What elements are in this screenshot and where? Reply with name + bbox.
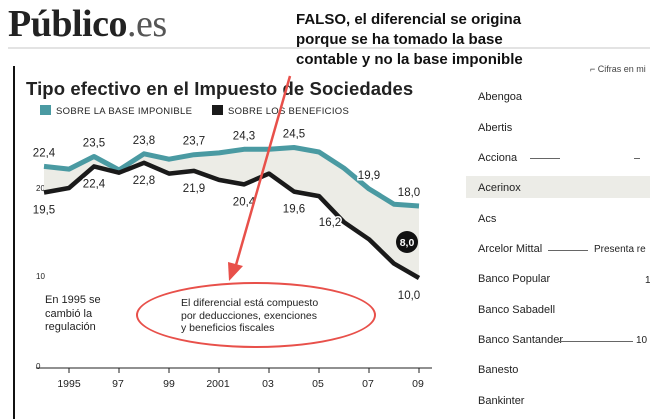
teal-data-label-5: 24,5 [283, 129, 305, 141]
series-line-taxable-base [43, 145, 420, 209]
popular-value: 1 [645, 275, 650, 286]
legend-label-taxable-base: SOBRE LA BASE IMPONIBLE [56, 106, 193, 117]
arcelor-note: Presenta re [594, 244, 646, 255]
black-data-label-0: 19,5 [33, 205, 55, 217]
x-tick-1995: 1995 [57, 378, 81, 390]
note-line-3: contable y no la base imponible [296, 51, 523, 68]
company-acerinox[interactable]: Acerinox [478, 182, 521, 194]
teal-data-label-4: 24,3 [233, 130, 255, 142]
acciona-dash-right [634, 158, 640, 159]
company-banco-santander[interactable]: Banco Santander [478, 334, 564, 346]
acciona-dash [530, 158, 560, 159]
logo-main: Público [8, 3, 127, 45]
santander-value: 10 [636, 335, 648, 346]
series-line-profits [43, 160, 421, 280]
y-tick-20: 20 [36, 184, 45, 193]
company-bankinter[interactable]: Bankinter [478, 395, 525, 407]
units-arrow-icon: ⌐ [590, 64, 598, 74]
chart-title: Tipo efectivo en el Impuesto de Sociedad… [26, 78, 414, 99]
y-tick-10: 10 [36, 272, 45, 281]
legend-item-profits: SOBRE LOS BENEFICIOS [212, 105, 349, 117]
legend-label-profits: SOBRE LOS BENEFICIOS [228, 106, 350, 117]
company-banco-popular[interactable]: Banco Popular [478, 273, 551, 285]
black-data-label-2: 22,8 [133, 175, 155, 187]
publico-logo[interactable]: Público.es [8, 2, 167, 46]
units-label: ⌐ Cifras en mi [590, 64, 646, 74]
company-arcelor-mittal[interactable]: Arcelor Mittal [478, 243, 543, 255]
legend-swatch-teal [40, 105, 51, 115]
regulation-annotation: En 1995 se cambió la regulación [45, 294, 101, 335]
company-abengoa[interactable]: Abengoa [478, 91, 523, 103]
black-data-label-6: 16,2 [319, 217, 341, 229]
company-acs[interactable]: Acs [478, 213, 497, 225]
regulation-line-2: cambió la [45, 307, 93, 320]
x-tick-03: 03 [262, 378, 274, 390]
gap-area [44, 147, 419, 278]
company-banco-sabadell[interactable]: Banco Sabadell [478, 304, 556, 316]
teal-data-label-1: 23,5 [83, 138, 105, 150]
gap-badge-label: 8,0 [400, 237, 415, 249]
black-data-label-1: 22,4 [83, 178, 106, 190]
fact-check-note: FALSO, el diferencial se origina porque … [296, 10, 648, 70]
teal-data-label-6: 19,9 [358, 170, 380, 182]
black-data-label-7: 10,0 [398, 290, 420, 302]
header-divider [8, 47, 650, 49]
note-line-1: FALSO, el diferencial se origina [296, 11, 522, 28]
highlight-row-acerinox [466, 176, 650, 198]
santander-dash [558, 341, 633, 342]
teal-data-label-0: 22,4 [33, 147, 56, 159]
x-tick-2001: 2001 [206, 378, 230, 390]
note-arrow-line [234, 75, 292, 266]
y-tick-0: 0 [36, 362, 41, 371]
company-banesto[interactable]: Banesto [478, 364, 519, 376]
teal-data-label-3: 23,7 [183, 136, 205, 148]
logo-suffix: .es [126, 3, 167, 45]
x-tick-07: 07 [362, 378, 374, 390]
regulation-line-3: regulación [45, 321, 96, 333]
note-arrow-head [228, 262, 243, 281]
x-tick-97: 97 [112, 378, 124, 390]
units-text: Cifras en mi [597, 64, 646, 74]
legend-swatch-black [212, 105, 223, 115]
black-data-label-5: 19,6 [283, 204, 305, 216]
legend-item-taxable-base: SOBRE LA BASE IMPONIBLE [40, 105, 192, 117]
chart-panel [13, 66, 446, 419]
teal-data-label-7: 18,0 [398, 187, 420, 199]
company-abertis[interactable]: Abertis [478, 122, 513, 134]
company-acciona[interactable]: Acciona [478, 152, 518, 164]
black-data-label-4: 20,4 [233, 196, 256, 208]
regulation-line-1: En 1995 se [45, 294, 101, 306]
x-tick-05: 05 [312, 378, 324, 390]
gap-badge [396, 231, 418, 253]
arcelor-dash [548, 250, 588, 251]
black-data-label-3: 21,9 [183, 183, 205, 195]
teal-data-label-2: 23,8 [133, 135, 155, 147]
x-tick-09: 09 [412, 378, 424, 390]
x-tick-99: 99 [163, 378, 175, 390]
highlight-ellipse [136, 282, 376, 348]
note-line-2: porque se ha tomado la base [296, 31, 503, 48]
